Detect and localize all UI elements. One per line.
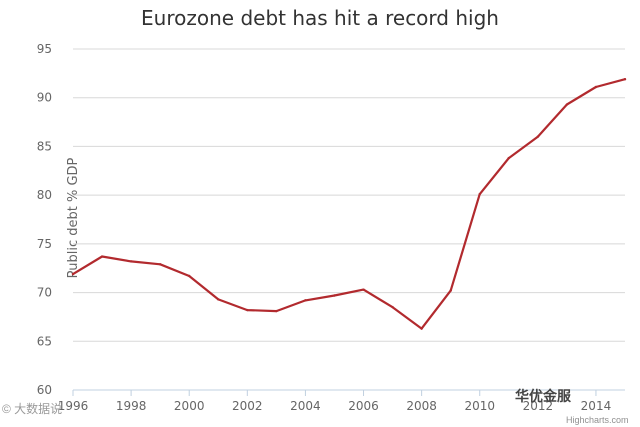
data-point — [449, 289, 452, 292]
chart-title: Eurozone debt has hit a record high — [141, 6, 499, 30]
x-tick-label: 2004 — [290, 399, 321, 413]
y-tick-label: 85 — [37, 139, 52, 153]
data-point — [623, 78, 627, 81]
data-point — [478, 192, 481, 196]
data-point — [158, 263, 162, 266]
data-point — [362, 288, 365, 291]
data-point — [391, 305, 394, 309]
x-tick-label: 2000 — [174, 399, 205, 413]
y-tick-label: 80 — [37, 188, 52, 202]
x-tick-label: 2014 — [581, 399, 612, 413]
y-tick-label: 75 — [37, 237, 52, 251]
x-tick-label: 2002 — [232, 399, 263, 413]
data-point — [420, 327, 423, 330]
x-tick-label: 2012 — [523, 399, 554, 413]
watermark-right: 华优金服 — [515, 388, 571, 404]
data-point — [246, 308, 249, 312]
x-tick-label: 2006 — [348, 399, 379, 413]
x-tick-label: 2008 — [406, 399, 437, 413]
watermark-left: © 大数据说 — [2, 402, 63, 416]
data-point — [275, 309, 278, 313]
data-point — [188, 274, 191, 278]
x-tick-label: 1998 — [116, 399, 147, 413]
data-point — [565, 103, 569, 106]
data-point — [333, 294, 336, 297]
data-point — [594, 85, 598, 89]
data-point — [507, 156, 510, 160]
credits-link[interactable]: Highcharts.com — [566, 415, 629, 425]
data-point — [100, 255, 104, 258]
x-tick-label: 1996 — [58, 399, 89, 413]
y-tick-label: 65 — [37, 334, 52, 348]
series-line — [71, 78, 627, 330]
y-tick-label: 90 — [37, 91, 52, 105]
data-point — [304, 299, 307, 302]
y-tick-label: 95 — [37, 42, 52, 56]
y-tick-label: 70 — [37, 286, 52, 300]
data-point — [71, 272, 75, 276]
data-point — [536, 135, 540, 138]
x-tick-label: 2010 — [464, 399, 495, 413]
data-point — [217, 298, 220, 301]
y-tick-label: 60 — [37, 383, 52, 397]
data-point — [129, 260, 133, 263]
